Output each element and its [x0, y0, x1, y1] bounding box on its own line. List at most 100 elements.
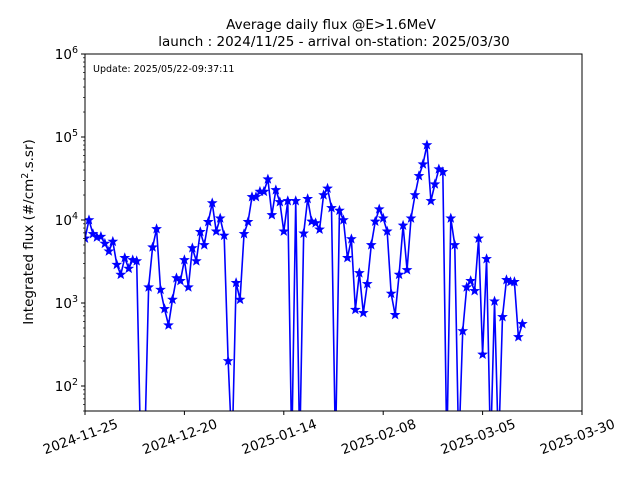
series-0-point — [242, 216, 254, 227]
series-0-point — [369, 215, 381, 227]
series-0-point — [326, 202, 337, 213]
series-0-point — [516, 318, 528, 329]
series-0-point — [401, 264, 413, 275]
series-0-point — [155, 283, 166, 295]
y-tick-label: 106 — [55, 45, 78, 63]
series-0-point — [465, 275, 477, 286]
y-tick-label: 104 — [55, 211, 78, 229]
x-tick-label: 2024-12-20 — [140, 416, 219, 458]
series-0-point — [190, 255, 202, 266]
series-0-point — [449, 239, 461, 250]
series-0-point — [107, 235, 119, 247]
x-tick-label: 2025-03-05 — [439, 416, 518, 458]
series-0-point — [234, 293, 246, 305]
series-0-point — [477, 348, 488, 360]
series-0-point — [314, 223, 325, 235]
x-tick-label: 2025-02-08 — [339, 416, 418, 458]
series-0-point — [266, 209, 278, 220]
series-0-point — [497, 311, 508, 322]
series-0-point — [151, 223, 162, 234]
series-0-point — [310, 217, 321, 228]
series-0-point — [302, 193, 314, 204]
series-0-point — [429, 178, 441, 189]
series-0-point — [270, 184, 282, 195]
series-0-point — [99, 237, 111, 249]
series-0-point — [445, 212, 457, 223]
series-0-point — [95, 231, 107, 242]
series-0-point — [489, 295, 500, 306]
series-0-point — [210, 225, 222, 236]
series-0-point — [357, 307, 369, 318]
series-0-point — [322, 182, 333, 194]
series-0-point — [206, 197, 218, 208]
series-0-point — [437, 166, 449, 177]
x-tick-label: 2025-03-30 — [538, 416, 617, 458]
series-0-point — [389, 309, 401, 320]
series-0-point — [346, 233, 357, 244]
series-0-point — [85, 214, 95, 225]
y-tick-label: 102 — [55, 377, 78, 395]
series-0-point — [349, 304, 361, 315]
series-0-point — [421, 139, 433, 150]
series-0-point — [353, 267, 365, 278]
series-0-point — [123, 262, 135, 274]
series-0-point — [405, 212, 417, 223]
series-0-point — [218, 229, 230, 241]
plot-frame — [84, 53, 583, 412]
series-0-point — [175, 275, 186, 286]
series-0-point — [143, 281, 154, 292]
series-0-point — [274, 196, 286, 207]
x-tick-label: 2025-01-14 — [240, 416, 319, 458]
series-0-point — [250, 191, 262, 202]
plot-area — [85, 139, 528, 411]
series-0-point — [381, 225, 393, 236]
series-0-point — [103, 245, 115, 256]
series-0-point — [318, 189, 329, 200]
series-0-point — [338, 214, 349, 225]
series-0-point — [298, 227, 310, 238]
series-0-point — [179, 254, 190, 265]
series-0-point — [111, 258, 123, 270]
y-axis-label-prefix: Integrated flux (#/cm — [21, 179, 37, 325]
x-tick-label: 2024-11-25 — [41, 416, 120, 458]
series-0-point — [457, 325, 469, 336]
series-0-point — [469, 285, 481, 296]
series-0-point — [513, 331, 524, 342]
series-0-point — [214, 212, 226, 223]
series-0-point — [222, 355, 234, 366]
series-0-point — [202, 216, 214, 227]
series-0-point — [342, 252, 353, 263]
series-0-point — [393, 268, 405, 280]
series-0-point — [278, 225, 290, 236]
series-0-point — [425, 195, 437, 206]
series-0-point — [409, 189, 421, 200]
series-0-point — [115, 268, 127, 280]
series-0-point — [167, 293, 178, 305]
series-0-point — [481, 253, 492, 264]
series-0-point — [373, 203, 385, 214]
y-axis-label-suffix: .s.sr) — [21, 139, 37, 172]
chart-title-line1: Average daily flux @E>1.6MeV — [226, 17, 436, 33]
series-0-point — [262, 173, 274, 184]
chart-title-line2: launch : 2024/11/25 - arrival on-station… — [158, 34, 510, 50]
series-0-point — [147, 241, 158, 252]
series-0-point — [461, 281, 473, 292]
series-0-point — [290, 195, 302, 206]
series-0-point — [238, 228, 250, 239]
update-annotation: Update: 2025/05/22-09:37:11 — [93, 64, 234, 75]
y-axis: 102 103 104 105 106 — [55, 45, 85, 412]
series-0-point — [194, 226, 206, 237]
series-0-point — [361, 278, 373, 289]
series-0-point — [159, 303, 170, 314]
series-0-point — [230, 277, 242, 288]
series-0-point — [85, 232, 91, 243]
series-0-point — [186, 242, 198, 253]
series-0-point — [182, 281, 194, 292]
series-0-line — [85, 144, 524, 411]
x-axis: 2024-11-25 2024-12-20 2025-01-14 2025-02-08… — [41, 411, 617, 458]
series-0-point — [163, 319, 174, 330]
y-tick-label: 105 — [55, 128, 78, 146]
y-axis-label-sup: 2 — [20, 173, 31, 179]
series-0-point — [509, 276, 520, 287]
